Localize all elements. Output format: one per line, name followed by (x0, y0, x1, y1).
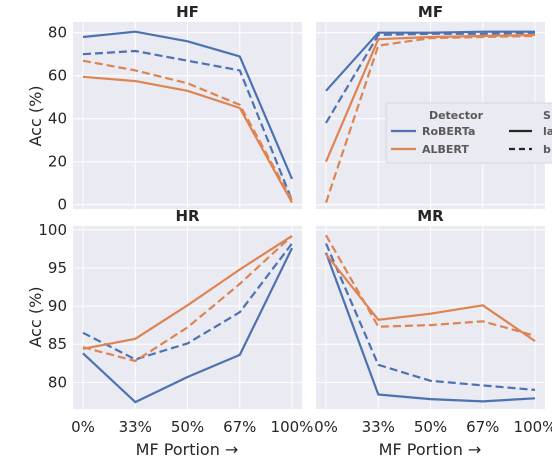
y-tick-label: 80 (48, 373, 67, 391)
legend-label-albert: ALBERT (422, 143, 469, 156)
series-line-albert-dashed (324, 34, 536, 203)
legend-detector-title: Detector (429, 109, 484, 122)
y-tick-label: 90 (48, 297, 67, 315)
series-line-albert-dashed (325, 234, 536, 337)
y-axis-label: Acc (%) (26, 286, 45, 347)
y-axis-label: Acc (%) (26, 85, 45, 146)
x-tick-label: 50% (414, 418, 447, 436)
panel-hf: 0 20 40 60 80 (48, 22, 302, 214)
y-tick-label: 60 (48, 67, 67, 85)
series-line-albert-dashed (82, 59, 293, 201)
series-line-roberta-solid (324, 252, 536, 403)
panel-title: HR (175, 207, 200, 225)
series-line-roberta-dashed (82, 49, 294, 201)
panel-title: MR (417, 207, 444, 225)
series-line-albert-solid (82, 234, 293, 350)
y-tick-label: 100 (38, 221, 67, 239)
x-tick-label: 50% (171, 418, 204, 436)
y-tick-label: 0 (57, 196, 67, 214)
series-line-albert-solid (82, 75, 293, 204)
series-line-albert-solid (325, 253, 536, 343)
series-line-roberta-dashed (82, 242, 293, 361)
x-tick-label: 0% (71, 418, 95, 436)
series-line-roberta-solid (82, 30, 294, 180)
legend-style-title: S (543, 109, 551, 122)
panel-title: HF (176, 3, 199, 21)
x-axis-label: MF Portion → (136, 440, 239, 459)
panel-hr: 80 85 90 95 100 (38, 221, 302, 409)
x-tick-label: 33% (362, 418, 395, 436)
x-tick-label: 0% (314, 418, 338, 436)
y-tick-label: 20 (48, 153, 67, 171)
x-tick-label: 100% (271, 418, 314, 436)
panel-title: MF (418, 3, 443, 21)
series-line-roberta-dashed (324, 243, 536, 391)
legend: Detector S RoBERTa ALBERT la b (385, 102, 552, 164)
series-line-roberta-solid (325, 30, 535, 92)
y-tick-label: 85 (48, 335, 67, 353)
x-tick-label: 67% (466, 418, 499, 436)
legend-label-style: la (543, 125, 552, 138)
x-tick-label: 33% (119, 418, 152, 436)
x-tick-label: 100% (514, 418, 552, 436)
legend-label-roberta: RoBERTa (422, 125, 475, 138)
legend-label-style: b (543, 143, 551, 156)
x-tick-label: 67% (223, 418, 256, 436)
y-tick-label: 40 (48, 110, 67, 128)
panel-mr (316, 226, 545, 409)
series-line-albert-dashed (82, 235, 293, 363)
y-tick-label: 80 (48, 24, 67, 42)
y-tick-label: 95 (48, 259, 67, 277)
series-line-roberta-solid (82, 247, 293, 404)
x-axis-label: MF Portion → (379, 440, 482, 459)
